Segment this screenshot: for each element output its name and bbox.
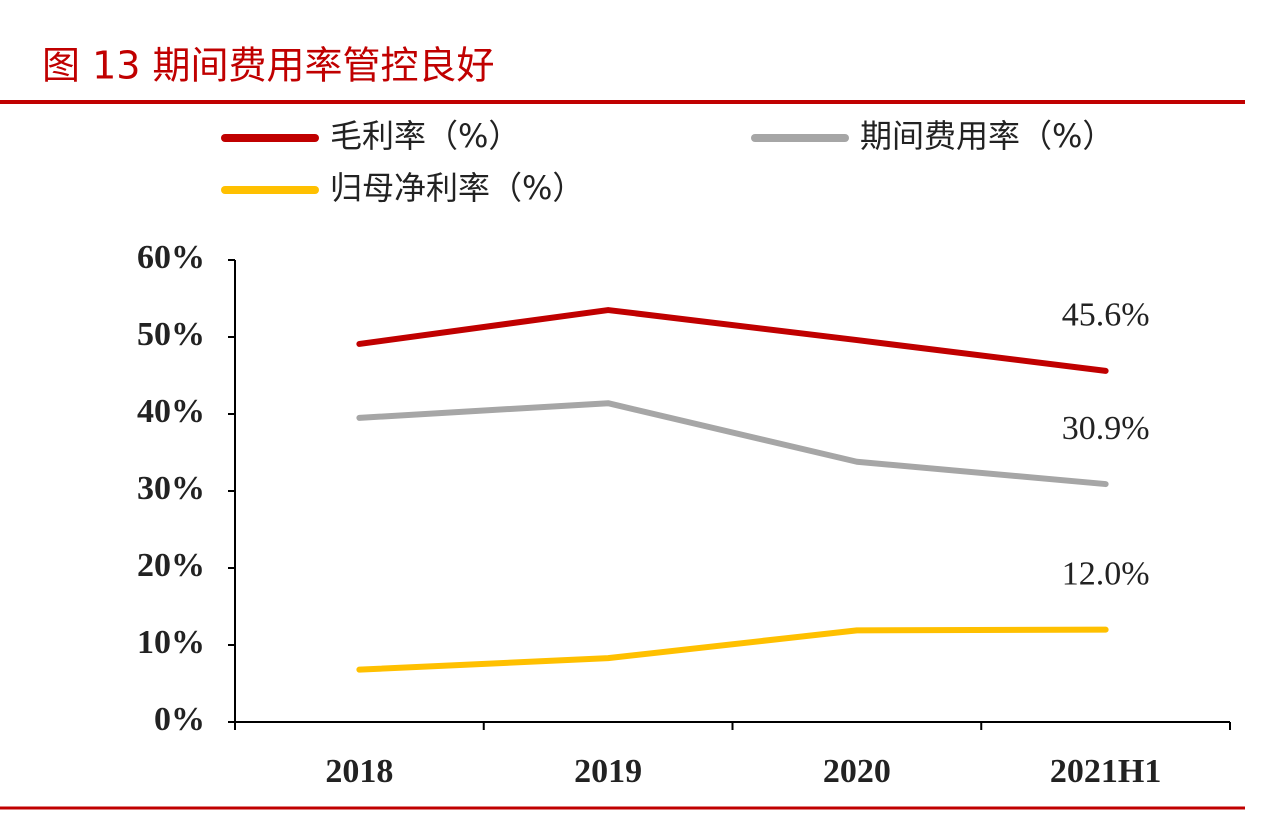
y-tick-label: 10% (137, 624, 205, 661)
chart-title: 图 13 期间费用率管控良好 (42, 44, 495, 88)
value-label: 30.9% (1062, 410, 1150, 447)
legend-label: 期间费用率（%） (860, 117, 1114, 155)
x-tick-label: 2018 (325, 753, 393, 790)
series-line (356, 307, 1109, 374)
y-tick-label: 0% (154, 701, 205, 738)
y-tick-label: 50% (137, 316, 205, 353)
series-line (356, 626, 1109, 673)
y-tick-label: 20% (137, 547, 205, 584)
legend-label: 归母净利率（%） (330, 169, 584, 207)
series-line (356, 400, 1109, 488)
y-tick-label: 30% (137, 470, 205, 507)
x-tick-label: 2019 (574, 753, 642, 790)
x-tick-label: 2020 (823, 753, 891, 790)
value-label: 45.6% (1062, 297, 1150, 334)
value-label: 12.0% (1062, 555, 1150, 592)
legend-label: 毛利率（%） (330, 117, 520, 155)
y-tick-label: 60% (137, 239, 205, 276)
x-tick-label: 2021H1 (1050, 753, 1161, 790)
y-tick-label: 40% (137, 393, 205, 430)
